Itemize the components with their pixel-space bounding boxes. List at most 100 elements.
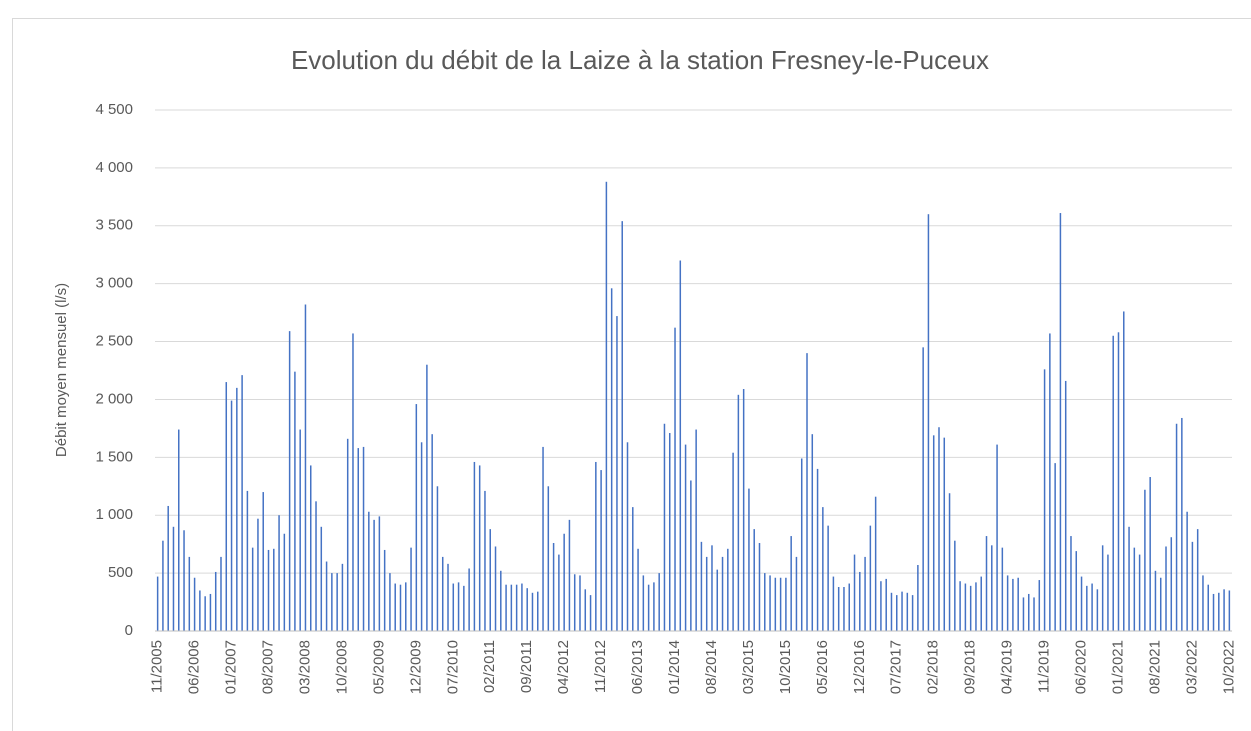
bar bbox=[758, 543, 761, 631]
bar bbox=[610, 288, 613, 631]
bar bbox=[975, 582, 977, 631]
bar bbox=[336, 573, 338, 631]
bar bbox=[890, 592, 893, 631]
bar bbox=[679, 260, 682, 631]
bar bbox=[1223, 589, 1225, 631]
bar bbox=[943, 437, 946, 631]
bar bbox=[705, 556, 708, 631]
bar bbox=[748, 488, 750, 631]
bar bbox=[1159, 577, 1162, 631]
bar bbox=[304, 304, 307, 631]
bar bbox=[478, 465, 481, 631]
bar bbox=[637, 548, 639, 631]
bar bbox=[774, 577, 777, 631]
bar bbox=[447, 563, 449, 631]
bar bbox=[737, 394, 740, 631]
bar bbox=[922, 347, 924, 631]
bar bbox=[262, 492, 264, 631]
bar bbox=[236, 387, 238, 631]
bar bbox=[405, 582, 407, 631]
bar bbox=[241, 375, 243, 631]
bar bbox=[658, 573, 660, 631]
bar bbox=[911, 595, 914, 631]
bar bbox=[684, 444, 687, 631]
bar bbox=[162, 540, 164, 631]
bar bbox=[948, 493, 951, 631]
bar bbox=[600, 470, 602, 631]
bar bbox=[547, 486, 550, 631]
bar bbox=[309, 465, 312, 631]
bar bbox=[193, 577, 196, 631]
bar bbox=[299, 429, 301, 631]
bar bbox=[199, 590, 201, 631]
bar bbox=[341, 563, 344, 631]
x-tick-label: 11/2005 bbox=[149, 640, 166, 693]
bar bbox=[1091, 583, 1093, 631]
bar bbox=[1133, 547, 1136, 631]
y-tick-label: 4 000 bbox=[95, 159, 133, 176]
bar bbox=[394, 583, 396, 631]
bar bbox=[632, 507, 634, 631]
bar bbox=[452, 583, 455, 631]
x-tick-label: 04/2012 bbox=[555, 640, 572, 694]
bar bbox=[436, 486, 439, 631]
bar bbox=[484, 490, 486, 631]
bar bbox=[278, 515, 280, 631]
bar bbox=[1012, 578, 1014, 631]
bar bbox=[220, 556, 222, 631]
bar bbox=[1054, 463, 1056, 631]
bar bbox=[537, 591, 539, 631]
bar bbox=[563, 533, 565, 631]
bar bbox=[225, 382, 228, 631]
bar bbox=[267, 549, 270, 631]
bar bbox=[521, 583, 523, 631]
bar bbox=[605, 181, 608, 631]
y-axis-label: Débit moyen mensuel (l/s) bbox=[53, 283, 70, 457]
x-tick-label: 03/2022 bbox=[1183, 640, 1200, 694]
bar bbox=[1212, 593, 1215, 631]
bar bbox=[368, 511, 370, 631]
bar bbox=[1228, 590, 1231, 631]
bar bbox=[1080, 576, 1083, 631]
bar bbox=[932, 435, 935, 631]
bar bbox=[573, 574, 576, 631]
bar bbox=[964, 583, 967, 631]
bar bbox=[331, 573, 333, 631]
x-tick-label: 10/2015 bbox=[777, 640, 794, 694]
x-tick-label: 04/2019 bbox=[999, 640, 1016, 694]
bar bbox=[653, 582, 655, 631]
bar bbox=[1017, 577, 1019, 631]
x-tick-label: 08/2007 bbox=[259, 640, 276, 694]
bar bbox=[785, 577, 787, 631]
bar bbox=[853, 554, 856, 631]
bar bbox=[1064, 380, 1067, 631]
bar bbox=[410, 547, 412, 631]
y-tick-label: 3 500 bbox=[95, 217, 133, 234]
x-tick-label: 03/2008 bbox=[296, 640, 313, 694]
x-tick-label: 12/2016 bbox=[851, 640, 868, 694]
bar bbox=[510, 584, 513, 631]
bar bbox=[1101, 545, 1104, 631]
x-tick-label: 09/2011 bbox=[518, 640, 535, 693]
bar bbox=[1117, 332, 1120, 631]
bar bbox=[204, 596, 206, 631]
bar bbox=[1043, 369, 1046, 631]
bar bbox=[568, 519, 571, 631]
bar bbox=[1207, 584, 1209, 631]
bar bbox=[753, 529, 755, 631]
bar bbox=[315, 501, 317, 631]
bar bbox=[668, 433, 671, 631]
bar bbox=[494, 546, 497, 631]
bar bbox=[1181, 417, 1183, 631]
bar bbox=[209, 593, 212, 631]
bar bbox=[246, 490, 249, 631]
bar bbox=[1154, 570, 1157, 631]
bar bbox=[473, 461, 476, 631]
bar bbox=[695, 429, 697, 631]
bar bbox=[790, 536, 792, 631]
bar bbox=[346, 438, 349, 631]
x-tick-label: 02/2018 bbox=[925, 640, 942, 694]
bar bbox=[811, 434, 814, 631]
y-tick-label: 0 bbox=[125, 622, 133, 639]
